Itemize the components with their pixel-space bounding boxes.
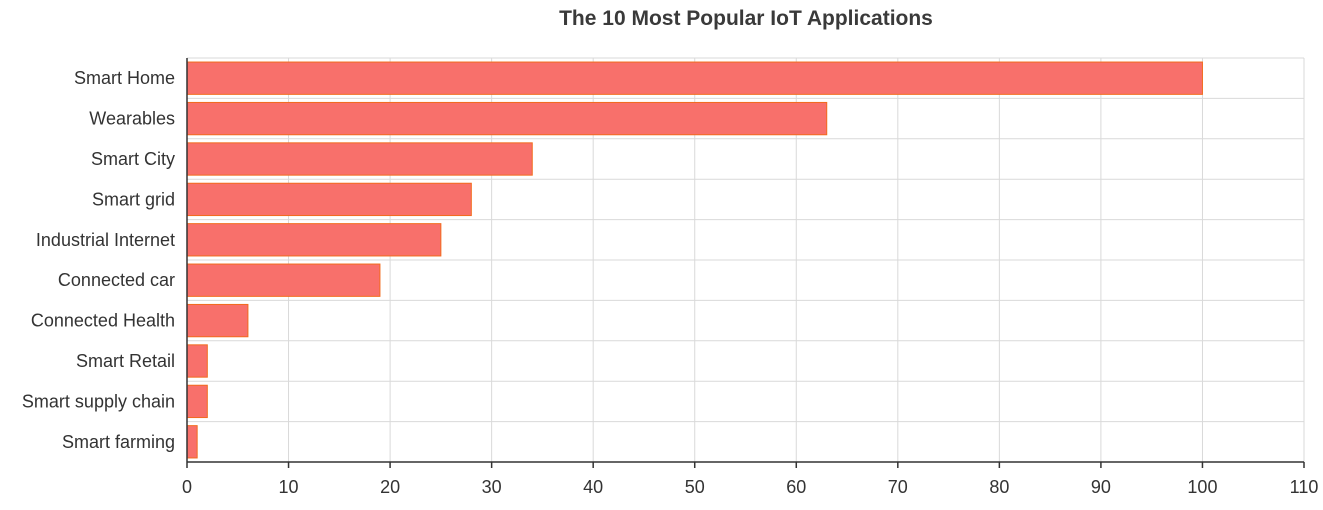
x-tick-label: 60 [786,477,806,497]
bar [186,182,472,217]
bar [186,223,442,257]
category-label: Smart farming [62,432,175,452]
chart-title: The 10 Most Popular IoT Applications [559,7,933,30]
bar [186,303,249,338]
x-tick-label: 100 [1187,477,1217,497]
x-tick-label: 20 [380,477,400,497]
category-label: Smart grid [92,189,175,209]
bar [186,101,828,136]
bar-layer [186,61,1203,459]
category-label: Smart supply chain [22,391,175,411]
x-tick-label: 50 [685,477,705,497]
x-tick-label: 90 [1091,477,1111,497]
category-label: Wearables [89,109,175,129]
category-label: Connected Health [31,311,175,331]
bar [186,263,381,297]
x-tick-label: 10 [279,477,299,497]
bar [186,142,533,176]
x-tick-label: 40 [583,477,603,497]
bar [186,61,1203,95]
category-label: Industrial Internet [36,230,175,250]
x-axis: 0 10 20 30 40 50 60 70 80 90 100 110 [182,58,1318,497]
x-tick-label: 70 [888,477,908,497]
x-tick-label: 30 [482,477,502,497]
bar [186,344,208,378]
category-label: Smart Retail [76,351,175,371]
bar [186,384,208,419]
x-tick-label: 0 [182,477,192,497]
category-label: Connected car [58,270,175,290]
category-labels: Smart Home Wearables Smart City Smart grid I… [22,68,175,452]
x-tick-label: 110 [1290,477,1319,497]
category-label: Smart City [91,149,175,169]
bar [186,425,198,459]
x-tick-label: 80 [989,477,1009,497]
category-label: Smart Home [74,68,175,88]
